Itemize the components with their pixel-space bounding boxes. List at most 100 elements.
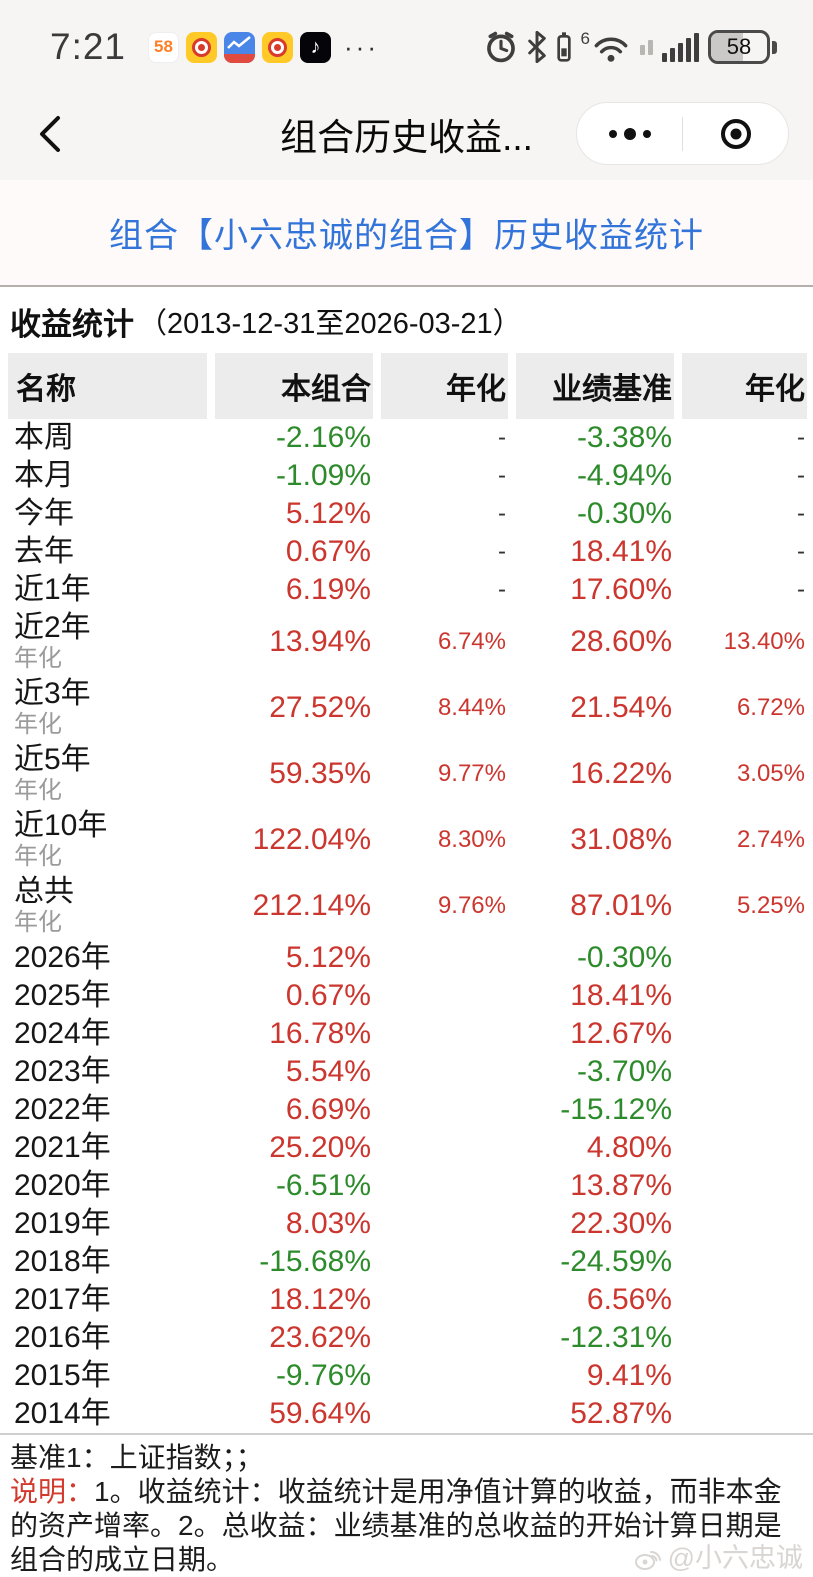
row-annualized-sublabel: 年化 [14,908,62,936]
row-name: 近5年 [14,743,91,777]
portfolio-value-cell: 122.04% [252,823,371,856]
portfolio-annualized-cell: - [498,538,506,565]
row-name: 2025年 [14,979,111,1013]
row-name: 2014年 [14,1397,111,1431]
row-name: 近2年 [14,611,91,645]
clock-time: 7:21 [50,26,127,67]
table-row: 2023年 5.54% -3.70% [8,1053,813,1091]
portfolio-value-cell: 0.67% [285,979,371,1012]
portfolio-value-cell: 0.67% [285,535,371,568]
row-name-cell: 2015年 [8,1360,207,1392]
table-row: 近5年 年化 59.35% 9.77% 16.22% 3.05% [8,741,813,807]
row-name-cell: 2024年 [8,1018,207,1050]
row-name-cell: 2025年 [8,980,207,1012]
row-name: 2024年 [14,1017,111,1051]
back-button[interactable] [34,112,68,156]
benchmark-value-cell: 21.54% [570,691,672,724]
benchmark-line: 基准1：上证指数；； [10,1442,264,1473]
record-circle-icon [720,118,751,149]
alarm-clock-icon [486,31,515,63]
stats-heading: 收益统计 [10,306,134,342]
footer-notes: 基准1：上证指数；； 说明：1。收益统计：收益统计是用净值计算的收益，而非本金的… [0,1433,813,1577]
portfolio-annualized-cell: 9.77% [437,760,506,787]
portfolio-value-cell: -15.68% [259,1245,371,1278]
row-name: 去年 [14,535,74,569]
benchmark-value-cell: -3.38% [576,421,672,454]
portfolio-annualized-cell: - [498,424,506,451]
weibo-watermark: @小六忠诚 [633,1541,803,1575]
portfolio-value-cell: 212.14% [252,889,371,922]
table-row: 本周 -2.16% - -3.38% - [8,419,813,457]
battery-nub [772,40,777,54]
row-name-cell: 近3年 年化 [8,678,207,738]
benchmark-value-cell: 9.41% [586,1359,672,1392]
benchmark-value-cell: 12.67% [570,1017,672,1050]
note-label: 说明： [10,1476,95,1507]
table-row: 2016年 23.62% -12.31% [8,1319,813,1357]
row-name: 2016年 [14,1321,111,1355]
benchmark-value-cell: 13.87% [570,1169,672,1202]
benchmark-value-cell: -4.94% [576,459,672,492]
benchmark-annualized-cell: 3.05% [736,760,805,787]
miniprogram-capsule [576,102,789,165]
menu-button[interactable] [577,103,682,164]
table-row: 2019年 8.03% 22.30% [8,1205,813,1243]
stocks-app-icon [224,31,256,63]
benchmark-value-cell: 6.56% [586,1283,672,1316]
portfolio-value-cell: 59.35% [269,757,371,790]
table-row: 2021年 25.20% 4.80% [8,1129,813,1167]
benchmark-value-cell: 22.30% [570,1207,672,1240]
table-row: 近10年 年化 122.04% 8.30% 31.08% 2.74% [8,807,813,873]
table-row: 总共 年化 212.14% 9.76% 87.01% 5.25% [8,873,813,939]
portfolio-value-cell: 8.03% [285,1207,371,1240]
device-battery-icon [556,32,571,62]
ellipsis-menu-icon [608,127,651,140]
benchmark-annualized-cell: - [797,462,805,489]
row-name-cell: 去年 [8,536,207,568]
nav-bar: 组合历史收益... [0,88,813,180]
portfolio-annualized-cell: 8.44% [437,694,506,721]
row-name-cell: 近2年 年化 [8,612,207,672]
row-annualized-sublabel: 年化 [14,644,62,672]
row-name-cell: 2014年 [8,1398,207,1430]
portfolio-value-cell: -2.16% [275,421,371,454]
table-row: 去年 0.67% - 18.41% - [8,533,813,571]
weibo-icon-2 [262,31,294,63]
close-minimize-button[interactable] [683,103,788,164]
portfolio-value-cell: 5.12% [285,941,371,974]
benchmark-value-cell: 4.80% [586,1131,672,1164]
row-name: 近1年 [14,573,91,607]
benchmark-value-cell: 17.60% [570,573,672,606]
stats-date-range: （2013-12-31至2026-03-21） [138,308,522,340]
benchmark-value-cell: -15.12% [560,1093,672,1126]
benchmark-annualized-cell: 13.40% [723,628,805,655]
portfolio-annualized-cell: 8.30% [437,826,506,853]
benchmark-value-cell: 31.08% [570,823,672,856]
row-name: 2018年 [14,1245,111,1279]
table-row: 2014年 59.64% 52.87% [8,1395,813,1433]
signal-sim2-icon [640,39,653,55]
table-row: 2015年 -9.76% 9.41% [8,1357,813,1395]
portfolio-annualized-cell: - [498,500,506,527]
portfolio-value-cell: 18.12% [269,1283,371,1316]
benchmark-annualized-cell: - [797,538,805,565]
benchmark-annualized-cell: 6.72% [736,694,805,721]
portfolio-value-cell: -6.51% [275,1169,371,1202]
row-name-cell: 近1年 [8,574,207,606]
header-annualized-1: 年化 [381,353,508,419]
portfolio-value-cell: 6.69% [285,1093,371,1126]
row-name-cell: 近5年 年化 [8,744,207,804]
benchmark-value-cell: 18.41% [570,535,672,568]
douyin-icon: ♪ [300,31,332,63]
battery-fill [711,33,744,61]
weibo-eye-icon [192,37,212,57]
row-name: 2021年 [14,1131,111,1165]
portfolio-annualized-cell: 9.76% [437,892,506,919]
portfolio-title-strip: 组合【小六忠诚的组合】历史收益统计 [0,180,813,287]
stats-heading-line: 收益统计 （2013-12-31至2026-03-21） [10,299,813,343]
row-name-cell: 2026年 [8,942,207,974]
portfolio-title: 组合【小六忠诚的组合】历史收益统计 [109,217,704,255]
row-annualized-sublabel: 年化 [14,842,62,870]
row-name: 2017年 [14,1283,111,1317]
wifi-icon: 6 [581,29,631,63]
